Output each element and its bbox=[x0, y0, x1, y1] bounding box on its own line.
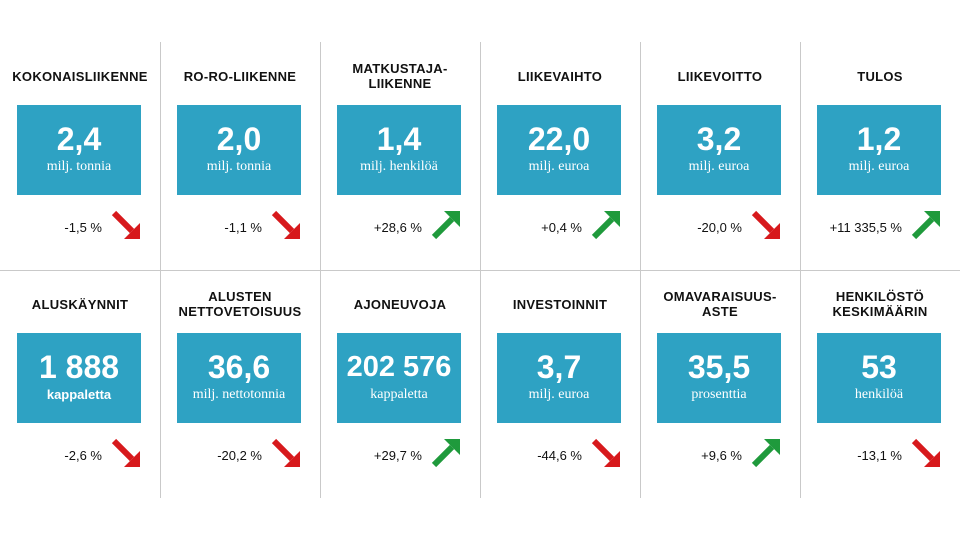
kpi-card: MATKUSTAJA- LIIKENNE 1,4 milj. henkilöä +28… bbox=[320, 0, 480, 270]
kpi-value: 22,0 bbox=[527, 121, 591, 157]
kpi-unit: milj. euroa bbox=[528, 387, 590, 402]
kpi-value-box: 1,2 milj. euroa bbox=[817, 105, 941, 195]
kpi-value: 2,0 bbox=[216, 121, 262, 157]
kpi-unit: kappaletta bbox=[370, 387, 428, 402]
kpi-title: LIIKEVOITTO bbox=[677, 68, 763, 84]
kpi-unit: henkilöä bbox=[854, 387, 904, 402]
kpi-value-box: 1,4 milj. henkilöä bbox=[337, 105, 461, 195]
kpi-card: HENKILÖSTÖ KESKIMÄÄRIN 53 henkilöä -13,1 % bbox=[800, 228, 960, 498]
kpi-card: INVESTOINNIT 3,7 milj. euroa -44,6 % bbox=[480, 228, 640, 498]
trend-up-arrow-icon bbox=[591, 211, 620, 240]
kpi-value: 1,2 bbox=[856, 121, 902, 157]
kpi-change: -20,0 % bbox=[697, 220, 742, 235]
kpi-value: 3,7 bbox=[536, 349, 582, 385]
column-divider bbox=[640, 42, 641, 498]
kpi-value: 1 888 bbox=[38, 349, 120, 385]
trend-up-arrow-icon bbox=[431, 439, 460, 468]
kpi-title: INVESTOINNIT bbox=[512, 296, 608, 312]
trend-down-arrow-icon bbox=[591, 438, 620, 467]
kpi-title: TULOS bbox=[857, 68, 903, 84]
trend-up-arrow-icon bbox=[911, 211, 940, 240]
kpi-value-box: 35,5 prosenttia bbox=[657, 333, 781, 423]
kpi-unit: milj. euroa bbox=[688, 159, 750, 174]
kpi-change: -1,5 % bbox=[64, 220, 102, 235]
kpi-change: +9,6 % bbox=[701, 448, 742, 463]
kpi-unit: milj. tonnia bbox=[206, 159, 272, 174]
kpi-unit: milj. henkilöä bbox=[360, 159, 438, 174]
kpi-title: OMAVARAISUUS- ASTE bbox=[663, 289, 777, 319]
column-divider bbox=[320, 42, 321, 498]
kpi-change: +29,7 % bbox=[373, 448, 422, 463]
trend-down-arrow-icon bbox=[751, 210, 780, 239]
kpi-title: ALUSTEN NETTOVETOISUUS bbox=[178, 289, 302, 319]
kpi-unit: kappaletta bbox=[46, 387, 112, 402]
kpi-value-box: 202 576 kappaletta bbox=[337, 333, 461, 423]
trend-down-arrow-icon bbox=[271, 210, 300, 239]
kpi-title: KOKONAISLIIKENNE bbox=[12, 68, 148, 84]
kpi-value-box: 3,2 milj. euroa bbox=[657, 105, 781, 195]
kpi-value-box: 1 888 kappaletta bbox=[17, 333, 141, 423]
column-divider bbox=[480, 42, 481, 498]
kpi-value: 3,2 bbox=[696, 121, 742, 157]
kpi-value: 1,4 bbox=[376, 121, 422, 157]
kpi-value-box: 3,7 milj. euroa bbox=[497, 333, 621, 423]
kpi-change: +0,4 % bbox=[541, 220, 582, 235]
kpi-value-box: 2,4 milj. tonnia bbox=[17, 105, 141, 195]
kpi-card: RO-RO-LIIKENNE 2,0 milj. tonnia -1,1 % bbox=[160, 0, 320, 270]
kpi-card: LIIKEVAIHTO 22,0 milj. euroa +0,4 % bbox=[480, 0, 640, 270]
kpi-value-box: 36,6 milj. nettotonnia bbox=[177, 333, 301, 423]
kpi-change: -1,1 % bbox=[224, 220, 262, 235]
trend-down-arrow-icon bbox=[111, 438, 140, 467]
kpi-value-box: 53 henkilöä bbox=[817, 333, 941, 423]
kpi-unit: milj. euroa bbox=[848, 159, 910, 174]
kpi-value: 36,6 bbox=[207, 349, 271, 385]
kpi-value: 2,4 bbox=[56, 121, 102, 157]
kpi-card: KOKONAISLIIKENNE 2,4 milj. tonnia -1,5 % bbox=[0, 0, 160, 270]
kpi-change: +28,6 % bbox=[373, 220, 422, 235]
trend-up-arrow-icon bbox=[431, 211, 460, 240]
kpi-title: MATKUSTAJA- LIIKENNE bbox=[352, 61, 448, 91]
kpi-title: LIIKEVAIHTO bbox=[517, 68, 603, 84]
kpi-card: OMAVARAISUUS- ASTE 35,5 prosenttia +9,6 % bbox=[640, 228, 800, 498]
column-divider bbox=[160, 42, 161, 498]
trend-down-arrow-icon bbox=[111, 210, 140, 239]
kpi-change: +11 335,5 % bbox=[829, 220, 902, 235]
kpi-title: ALUSKÄYNNIT bbox=[31, 296, 129, 312]
kpi-unit: milj. nettotonnia bbox=[192, 387, 286, 402]
kpi-value-box: 2,0 milj. tonnia bbox=[177, 105, 301, 195]
kpi-card: AJONEUVOJA 202 576 kappaletta +29,7 % bbox=[320, 228, 480, 498]
kpi-value: 53 bbox=[861, 349, 897, 385]
trend-up-arrow-icon bbox=[751, 439, 780, 468]
kpi-title: RO-RO-LIIKENNE bbox=[183, 68, 297, 84]
kpi-unit: milj. euroa bbox=[528, 159, 590, 174]
kpi-card: LIIKEVOITTO 3,2 milj. euroa -20,0 % bbox=[640, 0, 800, 270]
trend-down-arrow-icon bbox=[911, 438, 940, 467]
kpi-title: AJONEUVOJA bbox=[353, 296, 447, 312]
kpi-unit: prosenttia bbox=[691, 387, 747, 402]
kpi-title: HENKILÖSTÖ KESKIMÄÄRIN bbox=[832, 289, 928, 319]
kpi-change: -20,2 % bbox=[217, 448, 262, 463]
kpi-value: 35,5 bbox=[687, 349, 751, 385]
kpi-unit: milj. tonnia bbox=[46, 159, 112, 174]
kpi-card: TULOS 1,2 milj. euroa +11 335,5 % bbox=[800, 0, 960, 270]
trend-down-arrow-icon bbox=[271, 438, 300, 467]
kpi-change: -44,6 % bbox=[537, 448, 582, 463]
kpi-change: -2,6 % bbox=[64, 448, 102, 463]
kpi-card: ALUSTEN NETTOVETOISUUS 36,6 milj. nettoton… bbox=[160, 228, 320, 498]
kpi-change: -13,1 % bbox=[857, 448, 902, 463]
kpi-card: ALUSKÄYNNIT 1 888 kappaletta -2,6 % bbox=[0, 228, 160, 498]
kpi-value: 202 576 bbox=[346, 351, 452, 383]
column-divider bbox=[800, 42, 801, 498]
kpi-value-box: 22,0 milj. euroa bbox=[497, 105, 621, 195]
